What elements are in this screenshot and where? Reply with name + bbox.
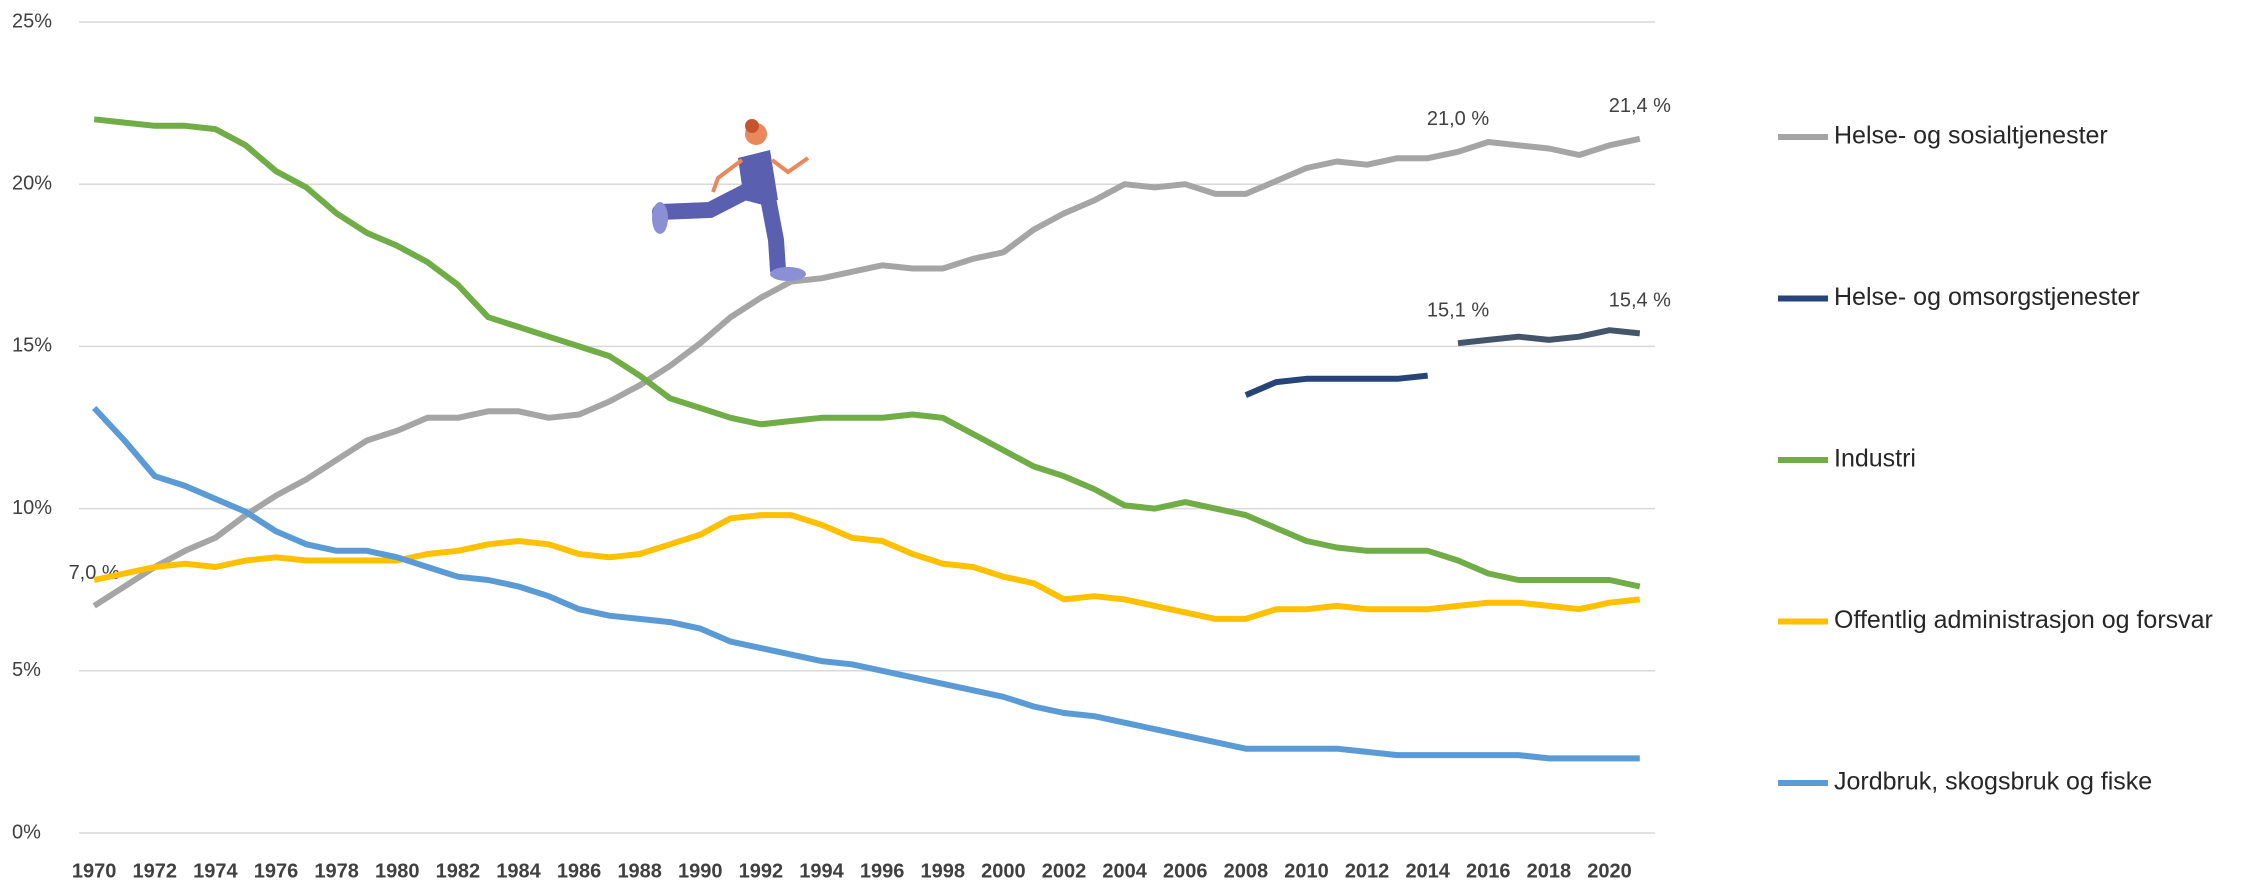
legend-label: Helse- og sosialtjenester [1834, 122, 2108, 150]
y-tick-label: 5% [12, 659, 41, 681]
x-tick-label: 1976 [254, 860, 299, 882]
y-tick-label: 0% [12, 821, 41, 843]
legend-label: Helse- og omsorgstjenester [1834, 283, 2140, 311]
y-tick-label: 20% [12, 172, 52, 194]
x-tick-label: 1974 [193, 860, 238, 882]
x-tick-label: 1980 [375, 860, 420, 882]
plot: 0% 5% 10% 15% 20% 25% 1970 1972 1974 1976 1978 1980… [12, 10, 2213, 882]
y-tick-label: 25% [12, 10, 52, 32]
x-tick-label: 2000 [981, 860, 1026, 882]
series-line [1246, 376, 1428, 396]
x-tick-label: 2010 [1284, 860, 1329, 882]
chart: 0% 5% 10% 15% 20% 25% 1970 1972 1974 1976 1978 1980… [0, 0, 2253, 884]
x-tick-label: 1978 [314, 860, 359, 882]
x-tick-label: 1990 [678, 860, 723, 882]
y-tick-label: 10% [12, 497, 52, 519]
series-line [1458, 330, 1640, 343]
series-line [94, 139, 1640, 606]
data-label: 21,0 % [1427, 108, 1489, 130]
x-tick-label: 2006 [1163, 860, 1208, 882]
runner-illustration [652, 119, 808, 281]
page: 0% 5% 10% 15% 20% 25% 1970 1972 1974 1976 1978 1980… [0, 0, 2253, 884]
series-line [94, 119, 1640, 586]
x-tick-label: 1972 [133, 860, 178, 882]
x-tick-label: 1996 [860, 860, 905, 882]
legend-label: Industri [1834, 445, 1916, 473]
y-tick-label: 15% [12, 335, 52, 357]
x-tick-label: 2020 [1587, 860, 1632, 882]
x-tick-label: 1986 [557, 860, 602, 882]
x-tick-label: 1992 [739, 860, 784, 882]
legend-label: Jordbruk, skogsbruk og fiske [1834, 768, 2152, 796]
x-tick-label: 1998 [921, 860, 966, 882]
data-label: 21,4 % [1609, 95, 1671, 117]
x-tick-label: 2016 [1466, 860, 1511, 882]
x-tick-label: 1988 [617, 860, 662, 882]
series-line [94, 408, 1640, 758]
series-line [94, 515, 1640, 619]
x-tick-label: 2018 [1527, 860, 1572, 882]
x-tick-label: 2008 [1224, 860, 1269, 882]
x-tick-label: 1970 [72, 860, 117, 882]
x-tick-label: 1982 [436, 860, 481, 882]
legend-label: Offentlig administrasjon og forsvar [1834, 606, 2213, 634]
x-tick-label: 1984 [496, 860, 541, 882]
data-label: 15,1 % [1427, 299, 1489, 321]
data-label: 15,4 % [1609, 290, 1671, 312]
x-tick-label: 2014 [1405, 860, 1450, 882]
x-tick-label: 1994 [799, 860, 844, 882]
x-tick-label: 2004 [1102, 860, 1147, 882]
x-tick-label: 2002 [1042, 860, 1087, 882]
x-tick-label: 2012 [1345, 860, 1390, 882]
